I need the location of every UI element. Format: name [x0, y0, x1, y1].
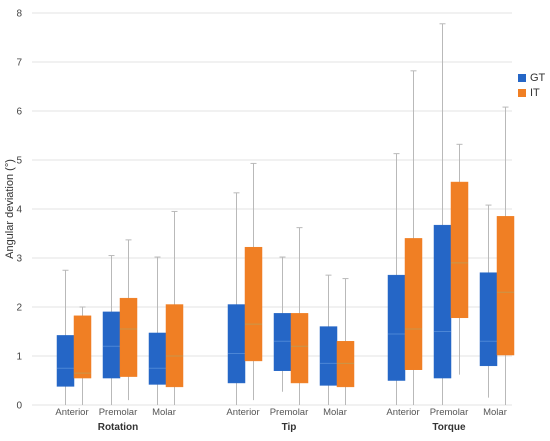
legend-swatch-it	[518, 88, 526, 97]
y-tick-label: 7	[16, 58, 22, 69]
y-axis-label: Angular deviation (°)	[4, 159, 16, 259]
y-tick-label: 8	[16, 9, 22, 20]
box-gt	[273, 313, 292, 371]
x-category-label: Molar	[323, 407, 347, 418]
box-gt	[387, 274, 406, 381]
x-category-label: Anterior	[55, 407, 88, 418]
box-it	[244, 246, 263, 362]
legend-item-it: IT	[518, 85, 545, 100]
x-category-label: Molar	[152, 407, 176, 418]
x-category-label: Anterior	[226, 407, 259, 418]
y-tick-label: 3	[16, 254, 22, 265]
x-category-label: Premolar	[270, 407, 309, 418]
box-it	[73, 315, 92, 379]
x-category-label: Premolar	[99, 407, 138, 418]
box-gt	[433, 224, 452, 379]
legend-swatch-gt	[518, 73, 526, 82]
x-category-label: Premolar	[430, 407, 469, 418]
box-gt	[102, 311, 121, 379]
x-group-label: Rotation	[98, 422, 139, 433]
box-it	[450, 181, 469, 319]
box-gt	[148, 332, 167, 385]
x-category-label: Anterior	[386, 407, 419, 418]
box-gt	[56, 335, 75, 387]
y-tick-label: 5	[16, 156, 22, 167]
y-tick-label: 1	[16, 352, 22, 363]
box-gt	[227, 304, 246, 384]
box-gt	[479, 272, 498, 367]
x-group-label: Tip	[282, 422, 297, 433]
legend-item-gt: GT	[518, 70, 545, 85]
x-group-label: Torque	[432, 422, 466, 433]
box-it	[165, 304, 184, 388]
box-it	[404, 238, 423, 370]
y-tick-label: 0	[16, 401, 22, 412]
y-tick-label: 4	[16, 205, 22, 216]
y-tick-label: 2	[16, 303, 22, 314]
box-it	[290, 313, 309, 384]
legend-label-it: IT	[530, 86, 540, 99]
box-gt	[319, 326, 338, 386]
legend-label-gt: GT	[530, 71, 546, 84]
box-it	[119, 297, 138, 377]
y-tick-label: 6	[16, 107, 22, 118]
box-it	[496, 216, 515, 356]
legend: GT IT	[518, 70, 545, 100]
x-category-label: Molar	[483, 407, 507, 418]
box-it	[336, 341, 355, 388]
